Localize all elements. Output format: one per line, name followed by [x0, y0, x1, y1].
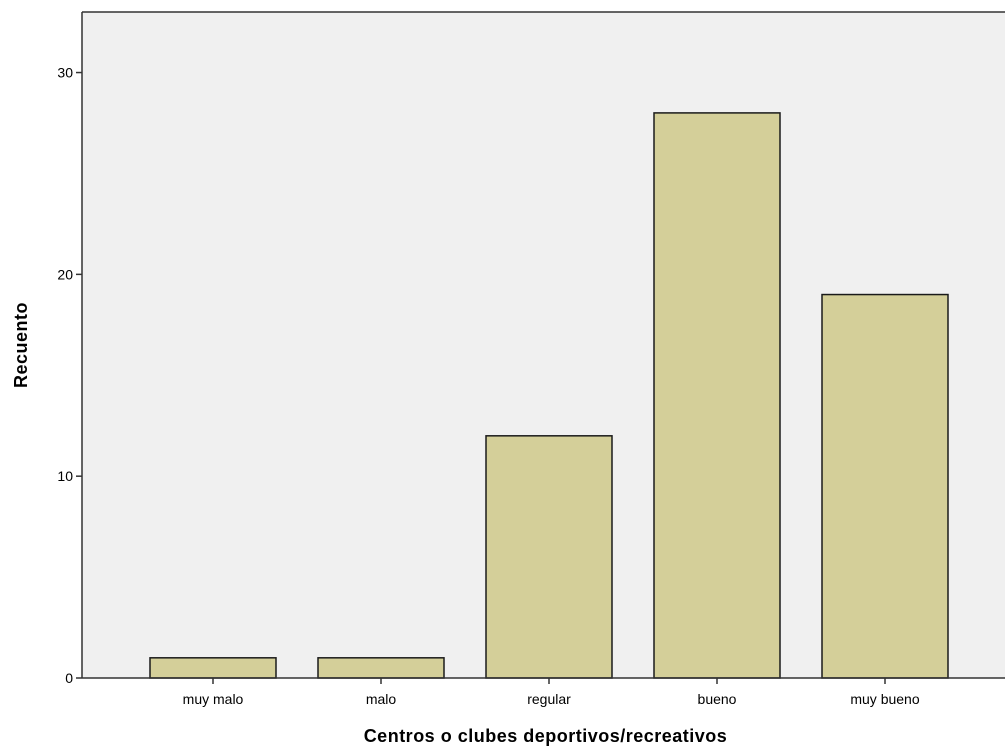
bar-malo: [317, 657, 445, 679]
y-tick-label: 20: [57, 266, 73, 282]
x-tick-label: muy bueno: [850, 691, 919, 707]
bar-bueno: [653, 112, 781, 679]
y-tick-label: 30: [57, 65, 73, 81]
x-tick-label: regular: [527, 691, 571, 707]
y-axis-title: Recuento: [11, 302, 31, 388]
x-tick-label: bueno: [698, 691, 737, 707]
x-axis: muy malo malo regular bueno muy bueno: [82, 677, 1005, 707]
x-tick-label: malo: [366, 691, 397, 707]
bar-regular: [485, 435, 613, 679]
y-tick-label: 0: [65, 670, 73, 686]
y-tick-label: 10: [57, 468, 73, 484]
x-tick-label: muy malo: [183, 691, 244, 707]
bar-muy-malo: [149, 657, 277, 679]
x-axis-title: Centros o clubes deportivos/recreativos: [364, 726, 728, 746]
y-axis: 0 10 20 30: [57, 12, 83, 686]
bars: [149, 112, 949, 679]
bar-muy-bueno: [821, 293, 949, 679]
